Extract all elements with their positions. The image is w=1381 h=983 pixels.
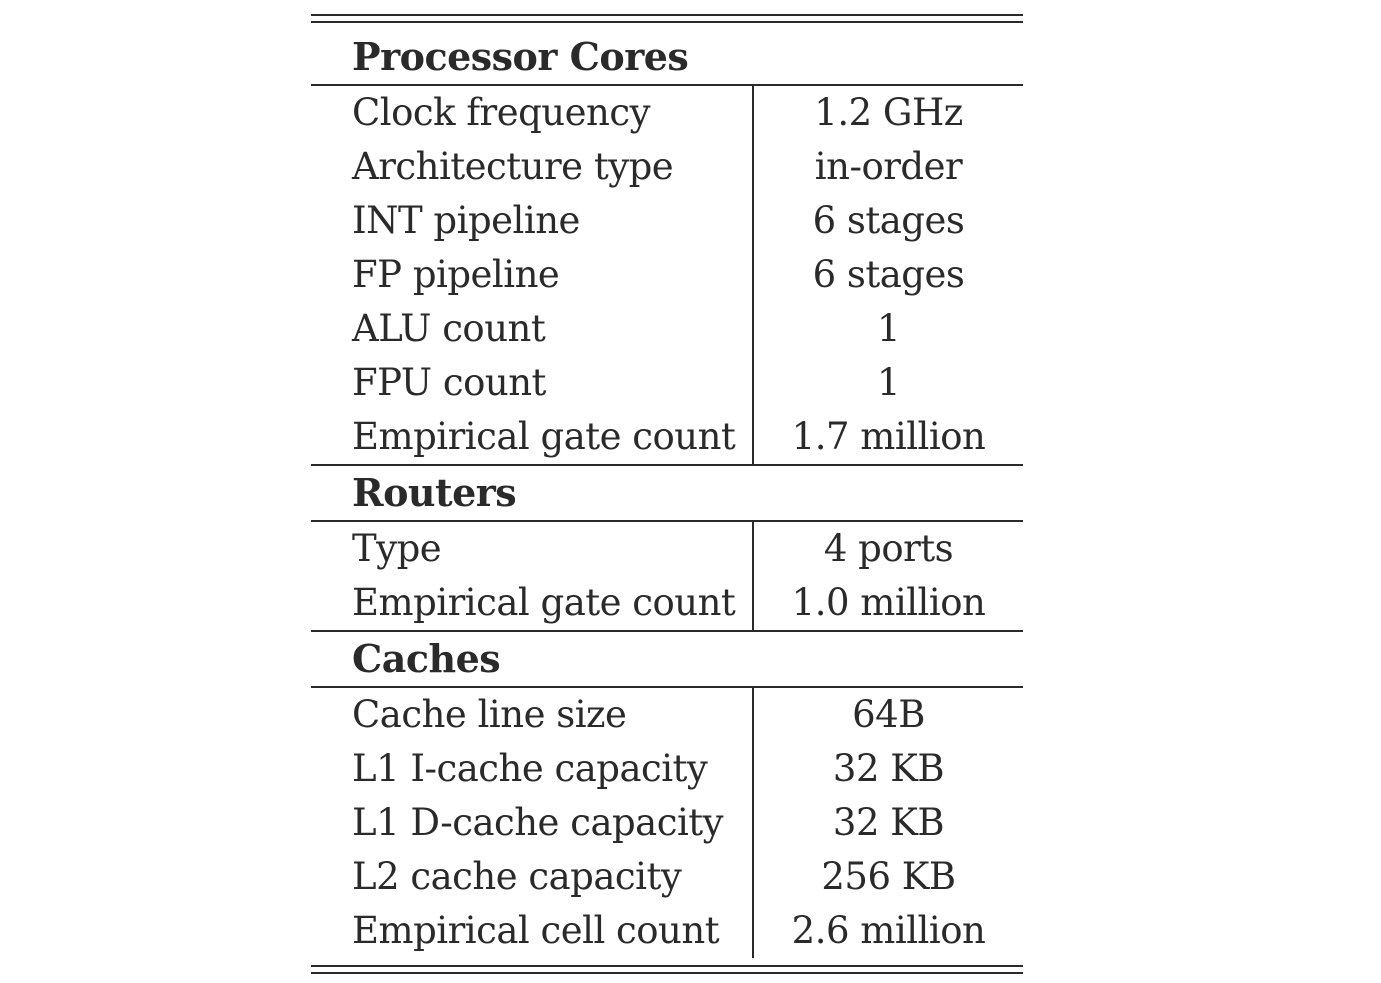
section-title-routers: Routers (352, 470, 517, 515)
row-value: 1.7 million (791, 415, 986, 458)
row-label: L1 D-cache capacity (352, 801, 724, 844)
spec-table: Processor Cores Clock frequency 1.2 GHz … (311, 14, 1023, 974)
row-label: Empirical gate count (352, 415, 736, 458)
row-label: Type (352, 527, 442, 570)
row-label: FP pipeline (352, 253, 560, 296)
table-row: Type 4 ports (311, 522, 1023, 576)
row-value: 6 stages (812, 253, 965, 296)
table-row: ALU count 1 (311, 302, 1023, 356)
table-row: Architecture type in-order (311, 140, 1023, 194)
row-label: Architecture type (352, 145, 674, 188)
section-divider (311, 686, 1023, 688)
row-value: 2.6 million (791, 909, 986, 952)
row-label: INT pipeline (352, 199, 580, 242)
row-value: 1.0 million (791, 581, 986, 624)
section-title-caches: Caches (352, 636, 501, 681)
table-row: INT pipeline 6 stages (311, 194, 1023, 248)
table-row: Empirical cell count 2.6 million (311, 904, 1023, 958)
table-row: L1 D-cache capacity 32 KB (311, 796, 1023, 850)
section-rows-caches: Cache line size 64B L1 I-cache capacity … (311, 688, 1023, 958)
row-value: 1 (876, 361, 901, 404)
row-value: 1.2 GHz (814, 91, 963, 134)
section-rows-processor-cores: Clock frequency 1.2 GHz Architecture typ… (311, 86, 1023, 464)
row-value: 1 (876, 307, 901, 350)
top-rule-outer (311, 14, 1023, 16)
row-label: Cache line size (352, 693, 627, 736)
table-row: Empirical gate count 1.7 million (311, 410, 1023, 464)
table-row: Empirical gate count 1.0 million (311, 576, 1023, 630)
row-value: 64B (852, 693, 925, 736)
row-label: Empirical gate count (352, 581, 736, 624)
row-value: in-order (814, 145, 963, 188)
row-value: 32 KB (832, 801, 945, 844)
row-label: ALU count (352, 307, 546, 350)
section-divider (311, 520, 1023, 522)
table-row: L2 cache capacity 256 KB (311, 850, 1023, 904)
bottom-rule-outer (311, 972, 1023, 974)
row-label: FPU count (352, 361, 546, 404)
row-value: 256 KB (821, 855, 956, 898)
table-row: Cache line size 64B (311, 688, 1023, 742)
section-rows-routers: Type 4 ports Empirical gate count 1.0 mi… (311, 522, 1023, 630)
row-label: Empirical cell count (352, 909, 720, 952)
section-title-processor-cores: Processor Cores (352, 34, 689, 79)
section-divider (311, 84, 1023, 86)
section-divider (311, 464, 1023, 466)
top-rule-inner (311, 21, 1023, 23)
table-row: Clock frequency 1.2 GHz (311, 86, 1023, 140)
table-row: L1 I-cache capacity 32 KB (311, 742, 1023, 796)
row-label: Clock frequency (352, 91, 650, 134)
section-divider (311, 630, 1023, 632)
row-value: 6 stages (812, 199, 965, 242)
table-row: FPU count 1 (311, 356, 1023, 410)
table-row: FP pipeline 6 stages (311, 248, 1023, 302)
bottom-rule-inner (311, 965, 1023, 967)
row-value: 32 KB (832, 747, 945, 790)
row-label: L1 I-cache capacity (352, 747, 708, 790)
row-value: 4 ports (823, 527, 954, 570)
row-label: L2 cache capacity (352, 855, 682, 898)
